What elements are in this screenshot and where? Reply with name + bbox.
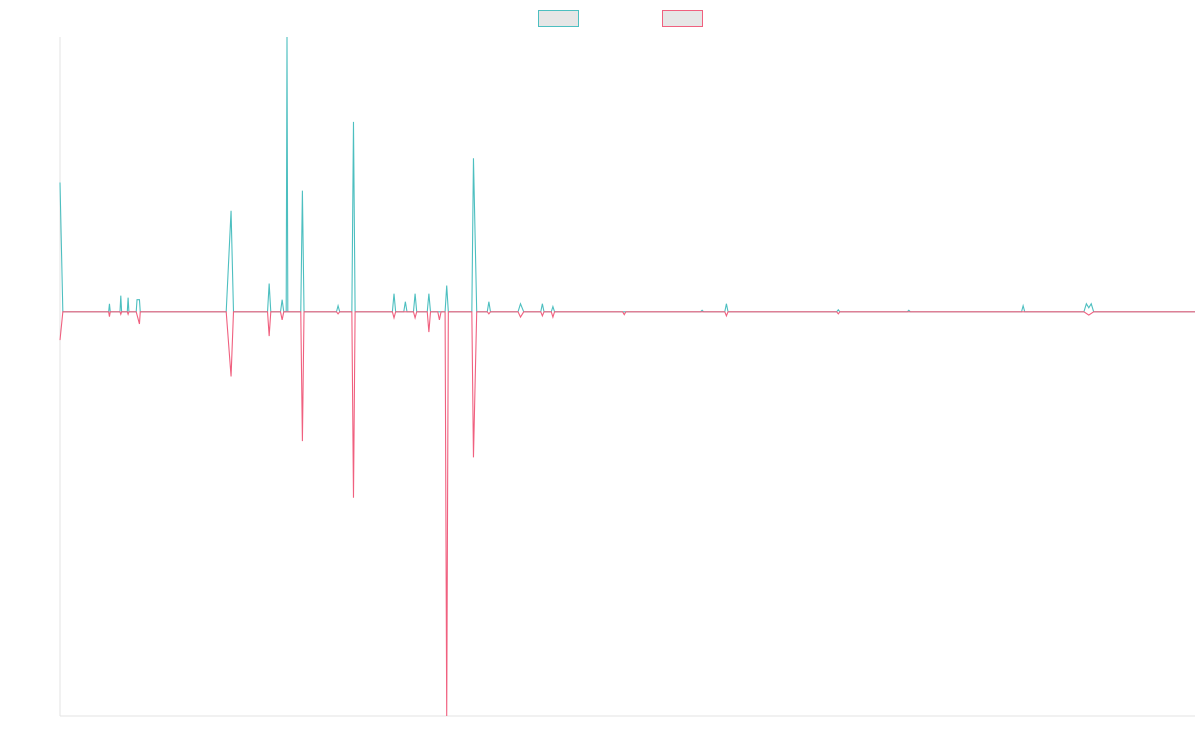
- series-layer: [59, 36, 1195, 717]
- series-line-2: [59, 311, 1195, 717]
- legend-swatch-series-2[interactable]: [662, 10, 703, 27]
- legend: [538, 10, 703, 27]
- series-line-1: [59, 36, 1195, 313]
- legend-swatch-series-1[interactable]: [538, 10, 579, 27]
- axes: [59, 37, 1195, 717]
